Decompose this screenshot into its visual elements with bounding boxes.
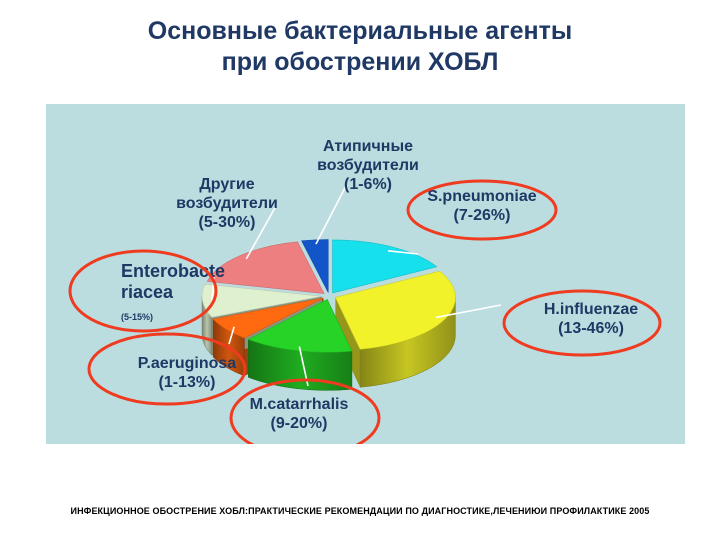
highlight-circle-hinf xyxy=(502,289,662,357)
slice-label-line: M.catarrhalis xyxy=(250,396,349,413)
slice-label-atyp: Атипичные возбудители (1-6%) xyxy=(317,138,419,193)
leader-line-hinf xyxy=(435,304,502,319)
highlight-circle-spn xyxy=(406,179,558,241)
slice-label-line: Enterobacte xyxy=(121,261,225,281)
highlight-circle-entero xyxy=(68,249,218,333)
leader-line-other xyxy=(245,205,277,260)
slice-label-line: (9-20%) xyxy=(271,415,328,432)
slide-title-line-2: при обострении ХОБЛ xyxy=(221,48,499,76)
pie-slice-hinf xyxy=(334,270,456,350)
highlight-circle-paer xyxy=(87,332,247,406)
slice-labels: S.pneumoniae (7-26%) H.influenzae (13-46%) M… xyxy=(121,138,638,432)
slice-label-line: (1-6%) xyxy=(344,176,392,193)
slice-label-line: Другие xyxy=(199,176,254,193)
slice-label-line: возбудители xyxy=(317,157,419,174)
slide-title: Основные бактериальные агенты при обостр… xyxy=(60,16,660,78)
slice-label-line: (5-15%) xyxy=(121,312,153,322)
pie-slice-entero xyxy=(201,283,323,318)
leader-lines xyxy=(211,185,502,387)
slice-label-line: возбудители xyxy=(176,195,278,212)
pie-slice-atyp xyxy=(301,239,329,293)
slice-label-line: Атипичные xyxy=(323,138,413,155)
leader-line-paer xyxy=(228,326,235,345)
source-footnote: ИНФЕКЦИОННОЕ ОБОСТРЕНИЕ ХОБЛ:ПРАКТИЧЕСКИ… xyxy=(70,506,650,516)
slice-label-mcat: M.catarrhalis (9-20%) xyxy=(250,396,349,432)
slice-label-paer: P.aeruginosa (1-13%) xyxy=(138,355,237,391)
slice-label-line: (1-13%) xyxy=(159,374,216,391)
slice-label-line: (5-30%) xyxy=(199,214,256,231)
slice-label-line: P.aeruginosa xyxy=(138,355,237,372)
pie-slice-paer xyxy=(212,297,324,339)
slice-label-line: (7-26%) xyxy=(454,207,511,224)
highlight-circle-mcat xyxy=(229,378,381,444)
highlight-circles xyxy=(68,179,662,444)
leader-line-atyp xyxy=(315,185,347,245)
slice-label-line: riacea xyxy=(121,282,174,302)
slice-label-hinf: H.influenzae (13-46%) xyxy=(544,301,638,337)
pie-tops xyxy=(201,239,456,353)
pie-chart: S.pneumoniae (7-26%) H.influenzae (13-46%) M… xyxy=(68,138,662,444)
slice-label-spn: S.pneumoniae (7-26%) xyxy=(427,188,536,224)
slice-label-line: H.influenzae xyxy=(544,301,638,318)
slice-label-line: S.pneumoniae xyxy=(427,188,536,205)
chart-panel: S.pneumoniae (7-26%) H.influenzae (13-46%) M… xyxy=(46,104,685,444)
slice-label-line: (13-46%) xyxy=(558,320,624,337)
slide-title-line-1: Основные бактериальные агенты xyxy=(147,17,573,45)
leader-line-spn xyxy=(387,250,419,255)
slice-label-other: Другие возбудители (5-30%) xyxy=(176,176,278,231)
pie-slice-mcat xyxy=(247,298,353,353)
